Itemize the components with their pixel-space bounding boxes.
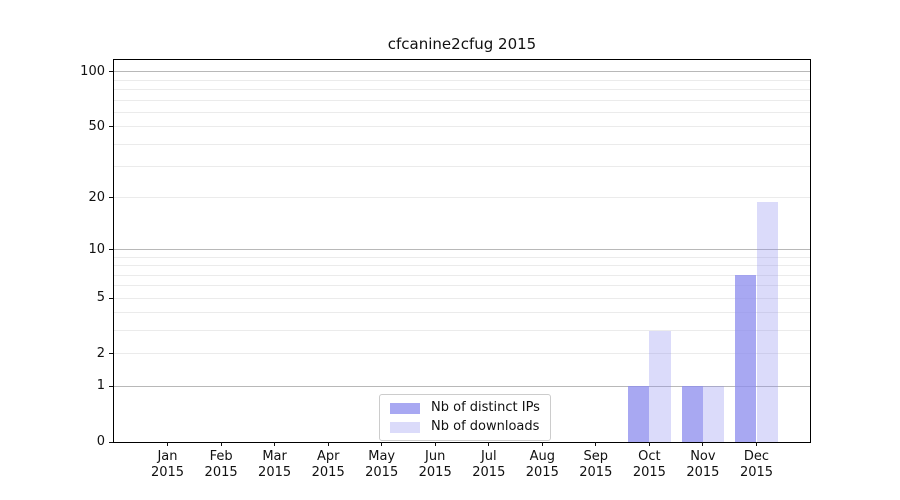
x-tick-label-year: 2015: [150, 465, 185, 480]
bar-distinct-ips-nov: [681, 386, 703, 442]
x-tick-label-year: 2015: [525, 465, 559, 480]
x-tick-label: May 2015: [352, 449, 412, 481]
y-minor-gridline: [114, 265, 810, 267]
y-tick: [109, 126, 113, 128]
y-major-gridline: [114, 249, 810, 251]
x-tick: [595, 442, 597, 446]
y-tick-label: 10: [88, 241, 105, 257]
bar-downloads-dec: [756, 201, 778, 442]
y-tick-label: 0: [96, 434, 105, 449]
x-tick-label: Feb 2015: [191, 449, 251, 481]
bar-downloads-oct: [649, 330, 671, 442]
legend: Nb of distinct IPs Nb of downloads: [379, 394, 551, 441]
y-tick: [109, 249, 113, 251]
x-tick-label: Jul 2015: [459, 449, 519, 481]
x-tick: [756, 442, 757, 446]
x-tick: [167, 442, 168, 446]
x-tick-label-year: 2015: [258, 465, 292, 480]
x-tick: [434, 442, 436, 446]
x-tick-label-month: May: [368, 449, 396, 464]
y-tick: [109, 71, 113, 73]
x-tick-label-year: 2015: [204, 465, 238, 480]
x-tick-label: Apr 2015: [298, 449, 358, 481]
legend-swatch-distinct-ips: [390, 402, 420, 414]
x-tick-label-month: Nov: [690, 449, 716, 464]
y-minor-gridline: [114, 166, 810, 167]
y-minor-gridline: [114, 312, 810, 314]
legend-label-downloads: Nb of downloads: [431, 419, 540, 434]
x-tick-label-month: Jun: [425, 449, 446, 464]
x-tick: [381, 442, 383, 446]
x-tick-label-month: Jan: [157, 449, 178, 464]
x-tick-label-month: Aug: [529, 449, 555, 464]
y-tick: [109, 353, 113, 355]
x-tick-label: Nov 2015: [673, 449, 733, 481]
x-tick-label-month: Jul: [480, 449, 497, 464]
x-tick: [648, 442, 650, 446]
legend-item-downloads: Nb of downloads: [390, 419, 540, 435]
x-tick-label-month: Apr: [316, 449, 340, 464]
x-tick: [220, 442, 222, 446]
y-tick: [109, 385, 113, 387]
bar-distinct-ips-dec: [735, 275, 757, 442]
x-tick-label-year: 2015: [365, 465, 399, 480]
x-tick-label-year: 2015: [472, 465, 506, 480]
bar-downloads-nov: [702, 386, 725, 442]
legend-label-distinct-ips: Nb of distinct IPs: [431, 400, 540, 415]
y-minor-gridline: [114, 297, 810, 299]
x-tick: [702, 442, 704, 446]
x-tick-label-year: 2015: [739, 465, 774, 480]
x-tick-label-year: 2015: [418, 465, 452, 480]
legend-swatch-downloads: [390, 421, 420, 433]
x-tick-label-month: Mar: [262, 449, 287, 464]
y-minor-gridline: [114, 353, 810, 355]
x-tick: [327, 442, 329, 446]
y-tick: [109, 297, 113, 299]
y-tick-label: 1: [96, 378, 105, 394]
x-tick-label-month: Feb: [209, 449, 233, 464]
x-tick-label-year: 2015: [686, 465, 720, 480]
y-tick-label: 50: [88, 118, 105, 134]
y-major-gridline: [114, 385, 810, 387]
legend-item-distinct-ips: Nb of distinct IPs: [390, 400, 540, 416]
y-tick: [109, 197, 113, 199]
bar-distinct-ips-oct: [628, 386, 650, 442]
y-minor-gridline: [114, 99, 810, 101]
y-tick-label: 20: [88, 189, 105, 205]
x-tick-label-year: 2015: [579, 465, 613, 480]
chart-title: cfcanine2cfug 2015: [387, 35, 537, 53]
x-tick-label: Jan 2015: [138, 449, 198, 481]
y-minor-gridline: [114, 89, 810, 90]
y-tick: [109, 441, 113, 443]
x-tick-label: Sep 2015: [566, 449, 626, 481]
x-tick-label: Dec 2015: [727, 449, 787, 481]
x-tick: [274, 442, 276, 446]
y-tick-label: 2: [96, 345, 105, 361]
y-minor-gridline: [114, 126, 810, 128]
x-tick-label: Mar 2015: [245, 449, 305, 481]
x-tick: [488, 442, 490, 446]
y-minor-gridline: [114, 274, 810, 276]
x-tick-label-year: 2015: [632, 465, 666, 480]
x-tick-label-month: Sep: [583, 449, 609, 464]
y-minor-gridline: [114, 79, 810, 81]
y-tick-label: 5: [96, 290, 105, 306]
y-major-gridline: [114, 71, 810, 73]
y-minor-gridline: [114, 143, 810, 145]
y-minor-gridline: [114, 285, 810, 287]
y-minor-gridline: [114, 256, 810, 258]
x-tick-label: Jun 2015: [405, 449, 465, 481]
x-tick-label: Oct 2015: [619, 449, 679, 481]
x-tick: [541, 442, 543, 446]
plot-area: Nb of distinct IPs Nb of downloads 0 1 2 5 1…: [80, 59, 811, 480]
y-minor-gridline: [114, 330, 810, 332]
x-tick-label: Aug 2015: [512, 449, 572, 481]
y-tick-label: 100: [80, 63, 105, 79]
x-tick-label-month: Dec: [743, 449, 770, 464]
x-tick-label-year: 2015: [311, 465, 345, 480]
x-tick-label-month: Oct: [638, 449, 661, 464]
y-minor-gridline: [114, 197, 810, 199]
y-minor-gridline: [114, 111, 810, 113]
